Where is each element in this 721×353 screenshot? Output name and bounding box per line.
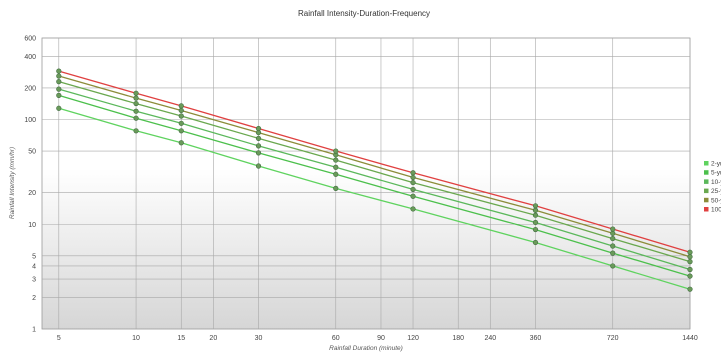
data-point [333, 157, 339, 163]
grid [42, 37, 691, 330]
data-point [255, 150, 262, 156]
y-tick-label: 50 [28, 149, 36, 156]
data-point [687, 254, 693, 260]
x-tick-label: 30 [255, 335, 263, 342]
data-point [133, 115, 139, 121]
x-tick-label: 120 [407, 335, 419, 342]
x-tick-label: 1440 [682, 335, 698, 342]
data-point [532, 219, 539, 226]
legend-label: 25-yr [711, 188, 721, 195]
data-point [333, 164, 339, 170]
data-point [687, 273, 693, 279]
data-point [178, 140, 184, 146]
axes: 5 10 15 20 30 60 90 120 180 240 360 720 1440 1 2 3 4 5 10 2… [24, 36, 698, 343]
legend: 2-yr 5-yr 10-yr 25-yr 50-yr 100-yr [704, 161, 721, 214]
data-point [56, 68, 62, 74]
x-tick-label: 360 [530, 335, 542, 342]
y-tick-label: 200 [24, 85, 36, 92]
data-point [410, 170, 416, 176]
data-point [56, 79, 62, 85]
data-point [56, 73, 62, 79]
data-point [133, 108, 139, 114]
y-tick-label: 400 [24, 54, 36, 61]
data-point [610, 226, 616, 232]
x-axis-title: Rainfall Duration (minute) [329, 345, 403, 352]
data-point [532, 203, 539, 209]
y-tick-label: 20 [28, 190, 36, 197]
data-point [178, 128, 184, 134]
x-tick-label: 720 [607, 335, 619, 342]
data-point [178, 107, 184, 114]
legend-swatch [704, 207, 709, 212]
data-point [410, 179, 416, 186]
data-point [178, 113, 184, 119]
data-point [410, 193, 416, 199]
legend-label: 2-yr [711, 161, 721, 168]
y-axis-title: Rainfall Intensity (mm/hr) [9, 147, 16, 219]
data-point [333, 185, 339, 191]
x-tick-label: 180 [452, 335, 464, 342]
data-point [255, 143, 262, 149]
data-point [178, 103, 184, 109]
data-point [56, 86, 62, 92]
legend-swatch [704, 179, 709, 184]
legend-swatch [704, 161, 709, 166]
data-point [410, 174, 416, 181]
y-tick-label: 5 [32, 253, 36, 260]
x-tick-label: 10 [132, 335, 140, 342]
data-point [255, 125, 262, 132]
y-tick-label: 100 [24, 117, 36, 124]
data-point [687, 266, 693, 273]
data-point [610, 243, 616, 249]
data-point [333, 171, 339, 177]
legend-label: 50-yr [711, 197, 721, 204]
x-tick-label: 15 [177, 335, 185, 342]
data-point [610, 235, 616, 242]
x-tick-label: 240 [484, 335, 496, 342]
legend-swatch [704, 197, 709, 203]
legend-label: 100-yr [711, 207, 721, 214]
data-point [610, 263, 616, 269]
data-point [410, 186, 416, 193]
data-point [610, 250, 616, 256]
y-tick-label: 600 [24, 36, 36, 43]
data-point [532, 226, 539, 233]
data-point [333, 148, 339, 154]
data-point [532, 212, 539, 218]
data-point [687, 249, 693, 255]
x-tick-label: 5 [57, 335, 61, 342]
y-tick-label: 4 [32, 263, 36, 270]
series-points [56, 68, 693, 292]
legend-swatch [704, 170, 709, 175]
x-tick-label: 20 [209, 335, 217, 342]
data-point [532, 207, 539, 213]
legend-label: 10-yr [711, 179, 721, 186]
data-point [133, 95, 139, 101]
legend-swatch [704, 188, 709, 194]
y-tick-label: 10 [28, 222, 36, 229]
y-tick-label: 1 [32, 327, 36, 334]
data-point [178, 120, 184, 126]
data-point [255, 163, 262, 169]
x-tick-label: 60 [332, 335, 340, 342]
data-point [56, 105, 62, 111]
data-point [610, 230, 616, 236]
data-point [687, 259, 693, 265]
data-point [56, 92, 62, 98]
data-point [133, 100, 139, 107]
data-point [410, 206, 416, 212]
y-tick-label: 2 [32, 295, 36, 302]
y-tick-label: 3 [32, 277, 36, 284]
data-point [255, 135, 262, 142]
chart-title: Rainfall Intensity-Duration-Frequency [298, 9, 430, 18]
data-point [133, 90, 139, 96]
data-point [687, 286, 693, 292]
legend-label: 5-yr [711, 170, 721, 177]
x-tick-label: 90 [377, 335, 385, 342]
data-point [532, 239, 539, 246]
data-point [133, 128, 139, 134]
